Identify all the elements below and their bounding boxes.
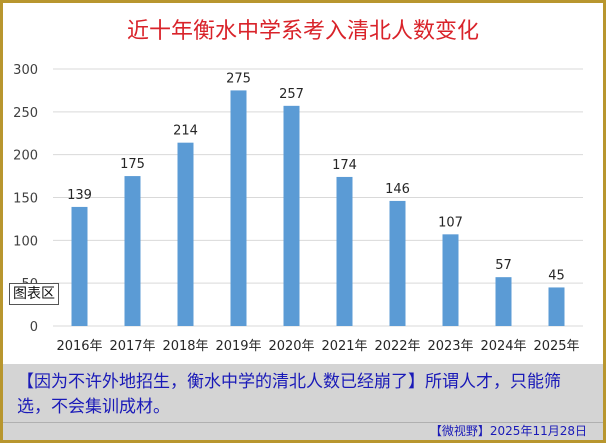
x-axis: 2016年 2017年 2018年 2019年 2020年 2021年 2022年 2023年…	[56, 339, 579, 354]
y-tick-label: 150	[13, 192, 38, 207]
bar	[495, 277, 512, 326]
bar	[389, 200, 406, 326]
caption-text: 所谓人才，只能筛选，不会集训成材。	[17, 372, 561, 417]
x-tick-label: 2018年	[162, 339, 208, 354]
chart-area-tooltip: 图表区	[9, 283, 59, 305]
x-tick-label: 2020年	[268, 339, 314, 354]
x-tick-label: 2022年	[374, 339, 420, 354]
bar	[124, 176, 141, 326]
y-tick-label: 0	[30, 320, 38, 335]
y-axis: 050100150200250300	[13, 63, 38, 335]
data-label: 214	[173, 124, 198, 139]
data-label: 146	[385, 182, 410, 197]
bar	[71, 206, 88, 326]
chart-frame: 近十年衡水中学系考入清北人数变化 050100150200250300 1391…	[3, 3, 603, 440]
bar	[548, 287, 565, 326]
x-tick-label: 2016年	[56, 339, 102, 354]
bar-chart: 近十年衡水中学系考入清北人数变化 050100150200250300 1391…	[13, 19, 583, 354]
data-label: 107	[438, 215, 463, 230]
bar	[283, 105, 300, 326]
caption: 【因为不许外地招生，衡水中学的清北人数已经崩了】所谓人才，只能筛选，不会集训成材…	[3, 364, 603, 422]
bar	[336, 176, 353, 326]
data-labels: 139 175 214 275 257 174 146 107 57 45	[67, 71, 565, 283]
footer-credit: 【微视野】2025年11月28日	[3, 422, 603, 440]
y-tick-label: 100	[13, 234, 38, 249]
data-label: 257	[279, 87, 304, 102]
data-label: 45	[548, 268, 565, 283]
data-label: 175	[120, 157, 145, 172]
x-tick-label: 2023年	[427, 339, 473, 354]
bars	[71, 90, 565, 327]
x-tick-label: 2021年	[321, 339, 367, 354]
bar	[442, 234, 459, 326]
data-label: 174	[332, 158, 357, 173]
x-tick-label: 2019年	[215, 339, 261, 354]
bar	[230, 90, 247, 327]
x-tick-label: 2017年	[109, 339, 155, 354]
y-tick-label: 250	[13, 106, 38, 121]
data-label: 139	[67, 188, 92, 203]
x-tick-label: 2025年	[533, 339, 579, 354]
gridlines	[53, 68, 583, 327]
caption-highlight: 【因为不许外地招生，衡水中学的清北人数已经崩了】	[17, 372, 425, 392]
y-tick-label: 200	[13, 149, 38, 164]
y-tick-label: 300	[13, 63, 38, 78]
chart-title: 近十年衡水中学系考入清北人数变化	[127, 19, 479, 44]
data-label: 275	[226, 71, 251, 86]
x-tick-label: 2024年	[480, 339, 526, 354]
bar	[177, 142, 194, 326]
data-label: 57	[495, 258, 512, 273]
